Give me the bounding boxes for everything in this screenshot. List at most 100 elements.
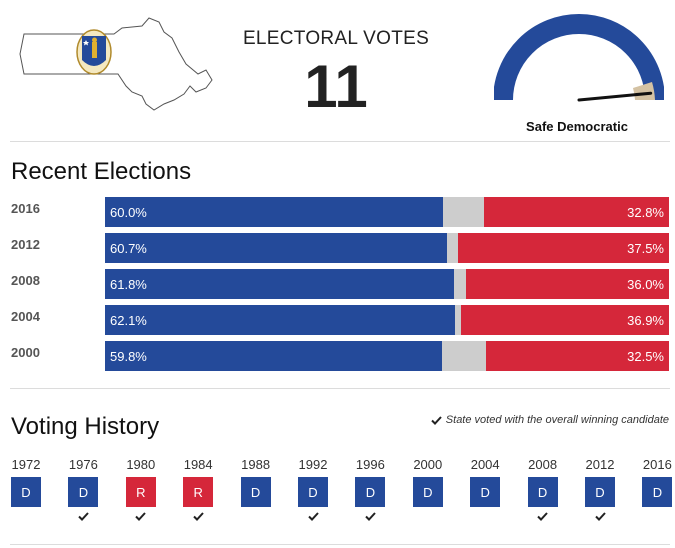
republican-share-bar [484, 197, 669, 227]
history-year: 1996 [355, 457, 385, 472]
history-item: 1988 D [240, 457, 271, 524]
result-bar: 60.0% 32.8% [105, 197, 669, 227]
result-bar: 62.1% 36.9% [105, 305, 669, 335]
history-year: 1976 [68, 457, 98, 472]
recent-elections-title: Recent Elections [11, 158, 192, 185]
election-year: 2000 [11, 345, 40, 360]
party-badge: D [240, 477, 271, 507]
winner-indicator [126, 512, 156, 524]
republican-share-bar [460, 305, 669, 335]
checkmark-icon [78, 512, 89, 521]
winner-indicator [241, 512, 271, 524]
election-year: 2012 [11, 237, 40, 252]
republican-share-bar [485, 341, 669, 371]
winner-indicator [528, 512, 558, 524]
election-row: 2016 60.0% 32.8% [0, 197, 675, 227]
result-bar: 60.7% 37.5% [105, 233, 669, 263]
democrat-share-bar [105, 269, 454, 299]
democrat-percent: 61.8% [110, 277, 147, 292]
winner-legend: State voted with the overall winning can… [431, 414, 669, 426]
electoral-votes-value: 11 [304, 53, 368, 120]
gauge-needle [577, 91, 653, 102]
republican-percent: 37.5% [627, 241, 664, 256]
party-badge: D [412, 477, 443, 507]
history-item: 1976 D [68, 457, 99, 524]
history-item: 1980 R [125, 457, 156, 524]
democrat-percent: 60.0% [110, 205, 147, 220]
history-year: 1992 [298, 457, 328, 472]
election-row: 2012 60.7% 37.5% [0, 233, 675, 263]
history-year: 2004 [470, 457, 500, 472]
election-row: 2004 62.1% 36.9% [0, 305, 675, 335]
party-badge: R [125, 477, 156, 507]
history-year: 2008 [528, 457, 558, 472]
democrat-share-bar [105, 341, 443, 371]
winner-indicator [11, 512, 41, 524]
state-header: ELECTORAL VOTES 11 Safe Democratic [0, 0, 675, 142]
republican-percent: 36.0% [627, 277, 664, 292]
history-year: 2012 [585, 457, 615, 472]
electoral-votes-label: ELECTORAL VOTES [242, 28, 430, 49]
winner-indicator [642, 512, 672, 524]
democrat-percent: 59.8% [110, 349, 147, 364]
checkmark-icon [307, 512, 319, 521]
republican-share-bar [465, 269, 669, 299]
republican-percent: 32.5% [627, 349, 664, 364]
history-item: 1996 D [355, 457, 386, 524]
election-year: 2016 [11, 201, 40, 216]
history-item: 2000 D [412, 457, 443, 524]
democrat-percent: 62.1% [110, 313, 147, 328]
republican-percent: 36.9% [627, 313, 664, 328]
winner-indicator [183, 512, 213, 524]
party-badge: D [642, 477, 673, 507]
checkmark-icon [431, 415, 442, 425]
history-item: 2004 D [470, 457, 501, 524]
democrat-share-bar [105, 197, 444, 227]
winner-indicator [355, 512, 385, 524]
divider [10, 388, 670, 389]
history-item: 2008 D [527, 457, 558, 524]
party-badge: R [183, 477, 214, 507]
history-year: 1988 [241, 457, 271, 472]
election-year: 2008 [11, 273, 40, 288]
democrat-share-bar [105, 305, 456, 335]
voting-history-title: Voting History [11, 413, 160, 440]
party-badge: D [11, 477, 41, 507]
history-year: 2016 [642, 457, 672, 472]
result-bar: 59.8% 32.5% [105, 341, 669, 371]
rating-gauge [494, 14, 664, 102]
winner-legend-label: State voted with the overall winning can… [445, 414, 669, 426]
divider [10, 141, 670, 142]
party-badge: D [68, 477, 99, 507]
history-item: 2012 D [585, 457, 615, 524]
checkmark-icon [192, 512, 204, 521]
history-year: 1972 [11, 457, 41, 472]
history-year: 2000 [413, 457, 443, 472]
history-item: 1972 D [11, 457, 41, 524]
election-row: 2008 61.8% 36.0% [0, 269, 675, 299]
checkmark-icon [135, 512, 147, 521]
republican-share-bar [457, 233, 669, 263]
winner-indicator [298, 512, 328, 524]
state-map-with-seal [19, 17, 213, 111]
democrat-share-bar [105, 233, 448, 263]
checkmark-icon [537, 512, 548, 521]
party-badge: D [527, 477, 558, 507]
state-seal-icon [76, 29, 112, 75]
party-badge: D [470, 477, 501, 507]
checkmark-icon [365, 512, 376, 521]
history-item: 2016 D [642, 457, 673, 524]
party-badge: D [298, 477, 328, 507]
party-badge: D [585, 477, 615, 507]
history-year: 1980 [126, 457, 156, 472]
winner-indicator [68, 512, 98, 524]
party-badge: D [355, 477, 386, 507]
election-year: 2004 [11, 309, 40, 324]
history-year: 1984 [183, 457, 213, 472]
rating-label: Safe Democratic [526, 119, 628, 134]
democrat-percent: 60.7% [110, 241, 147, 256]
history-item: 1984 R [183, 457, 214, 524]
divider [10, 544, 670, 545]
winner-indicator [413, 512, 443, 524]
winner-indicator [470, 512, 500, 524]
